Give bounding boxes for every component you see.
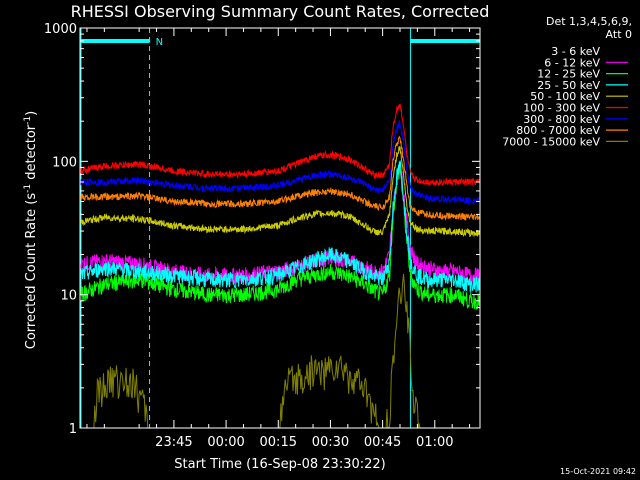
legend-label-8: 7000 - 15000 keV xyxy=(502,135,600,148)
series-line-5 xyxy=(80,103,480,187)
legend-header-line-2: Att 0 xyxy=(606,28,632,41)
x-tick-label-5: 01:00 xyxy=(416,435,453,450)
chart-title: RHESSI Observing Summary Count Rates, Co… xyxy=(71,2,490,21)
plot-area: N xyxy=(80,28,480,428)
night-marker-label: N xyxy=(156,37,163,48)
series-line-4 xyxy=(80,146,480,238)
y-axis-label-exp1: -1 xyxy=(23,184,33,193)
legend-label-0: 3 - 6 keV xyxy=(551,45,600,58)
x-tick-label-2: 00:15 xyxy=(260,435,297,450)
legend-label-6: 300 - 800 keV xyxy=(523,113,600,126)
y-axis-label-main: Corrected Count Rate (s xyxy=(24,193,39,350)
legend-label-7: 800 - 7000 keV xyxy=(516,124,600,137)
x-tick-label-0: 23:45 xyxy=(155,435,192,450)
x-tick-label-1: 00:00 xyxy=(207,435,244,450)
axes-frame xyxy=(79,27,481,429)
series-line-6 xyxy=(80,119,480,206)
axes: 1 10 100 1000 23:45 00:00 00:15 00:30 00:45 01:00 xyxy=(44,22,481,450)
legend-label-1: 6 - 12 keV xyxy=(544,56,600,69)
legend-label-4: 50 - 100 keV xyxy=(530,90,600,103)
timestamp: 15-Oct-2021 09:42 xyxy=(560,467,636,476)
y-axis-label-mid: detector xyxy=(24,124,39,184)
series-line-8 xyxy=(80,273,480,428)
y-tick-label-1: 10 xyxy=(60,289,77,304)
legend-label-2: 12 - 25 keV xyxy=(537,68,600,81)
series-line-3 xyxy=(80,160,480,293)
y-tick-label-2: 100 xyxy=(52,155,77,170)
y-axis-label: Corrected Count Rate (s-1 detector-1) xyxy=(23,111,39,349)
series-line-2 xyxy=(80,166,480,310)
x-tick-label-3: 00:30 xyxy=(312,435,349,450)
x-tick-label-4: 00:45 xyxy=(364,435,401,450)
legend-label-3: 25 - 50 keV xyxy=(537,79,600,92)
series-line-1 xyxy=(80,165,480,284)
y-tick-label-0: 1 xyxy=(69,422,77,437)
legend-label-5: 100 - 300 keV xyxy=(523,102,600,115)
series-line-7 xyxy=(80,135,480,221)
legend-header-line-1: Det 1,3,4,5,6,9, xyxy=(546,15,632,28)
y-axis-label-end: ) xyxy=(24,111,39,116)
y-axis-label-exp2: -1 xyxy=(23,116,33,125)
plot-inner: N xyxy=(80,28,480,428)
y-tick-label-3: 1000 xyxy=(44,22,77,37)
x-axis-label: Start Time (16-Sep-08 23:30:22) xyxy=(174,457,385,472)
